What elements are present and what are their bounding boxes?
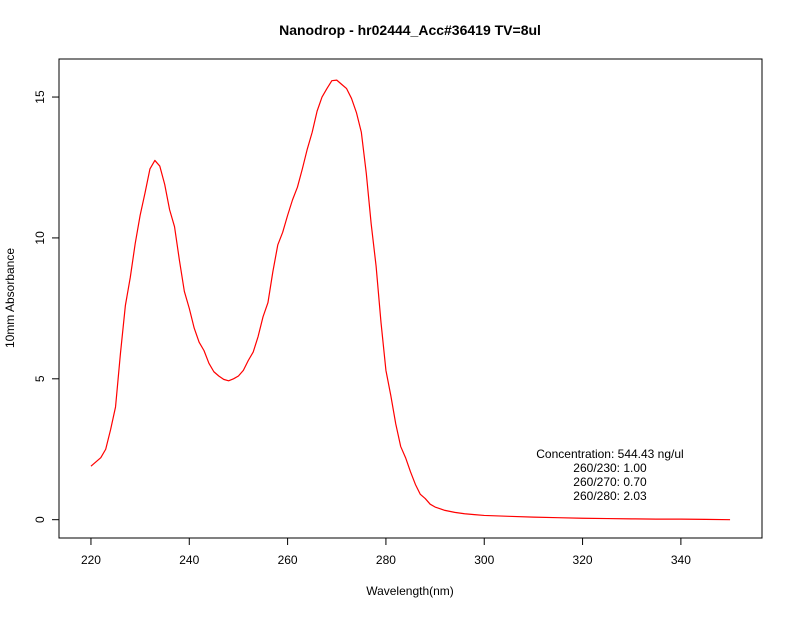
y-tick-label: 5: [33, 375, 47, 382]
absorbance-line: [90, 79, 731, 521]
x-tick-label: 260: [278, 553, 298, 567]
y-tick-label: 15: [33, 90, 47, 104]
y-tick-label: 10: [33, 231, 47, 245]
y-axis-label: 10mm Absorbance: [3, 248, 17, 348]
x-tick-label: 280: [376, 553, 396, 567]
plot-frame: [58, 58, 763, 539]
x-axis: 220 240 260 280 300 320 340: [81, 537, 691, 567]
x-tick-label: 220: [81, 553, 101, 567]
x-tick-label: 320: [573, 553, 593, 567]
y-axis: 0 5 10 15: [33, 90, 60, 523]
x-tick-label: 300: [474, 553, 494, 567]
series-layer: [90, 79, 731, 521]
annotation-ratio-260-280: 260/280: 2.03: [573, 489, 647, 503]
x-tick-label: 340: [671, 553, 691, 567]
chart-title: Nanodrop - hr02444_Acc#36419 TV=8ul: [279, 22, 541, 38]
annotation-ratio-260-230: 260/230: 1.00: [573, 461, 647, 475]
annotation-ratio-260-270: 260/270: 0.70: [573, 475, 647, 489]
x-axis-label: Wavelength(nm): [366, 584, 454, 598]
y-tick-label: 0: [33, 516, 47, 523]
annotation-box: Concentration: 544.43 ng/ul 260/230: 1.0…: [536, 447, 683, 503]
x-tick-label: 240: [179, 553, 199, 567]
annotation-concentration: Concentration: 544.43 ng/ul: [536, 447, 683, 461]
